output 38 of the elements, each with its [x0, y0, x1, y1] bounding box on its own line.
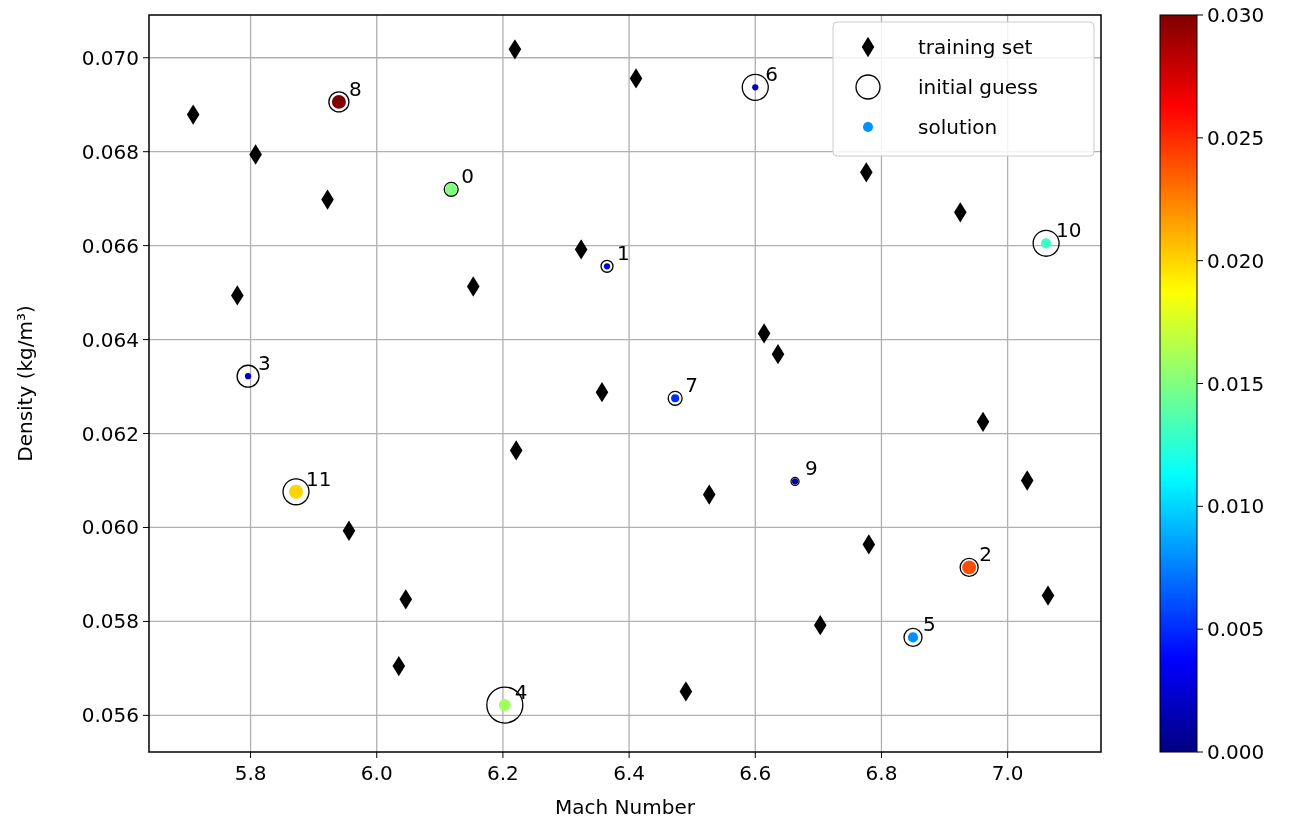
annotation: 8: [348, 76, 362, 101]
annotation: 11: [306, 466, 332, 491]
annotation: 7: [685, 373, 698, 398]
annotation: 3: [258, 351, 271, 376]
annotation: 5: [923, 612, 936, 637]
annotation: 0: [461, 164, 474, 189]
x-tick-label: 7.0: [991, 761, 1024, 785]
annotation: 6: [765, 62, 779, 87]
annotation: 4: [514, 680, 528, 705]
y-tick-label: 0.070: [81, 45, 139, 70]
x-tick-label: 6.4: [613, 761, 646, 785]
annotation: 2: [979, 542, 992, 567]
x-axis-title: Mach Number: [555, 795, 696, 819]
legend-label: solution: [918, 115, 998, 139]
y-axis-title: Density (kg/m³): [13, 305, 37, 462]
legend-label: training set: [918, 35, 1033, 59]
color-bar-label: 0.020: [1207, 248, 1265, 273]
y-tick-label: 0.064: [81, 327, 139, 352]
y-tick-label: 0.056: [81, 703, 139, 728]
x-tick-label: 6.0: [360, 761, 393, 785]
y-tick-label: 0.062: [81, 421, 139, 446]
y-tick-label: 0.058: [81, 609, 139, 634]
annotation: 9: [805, 456, 818, 481]
legend-label: initial guess: [918, 75, 1038, 99]
annotation: 10: [1056, 218, 1082, 243]
color-bar-label: 0.015: [1207, 371, 1265, 396]
color-bar-label: 0.000: [1207, 740, 1265, 764]
color-bar-label: 0.010: [1207, 494, 1265, 519]
color-bar-label: 0.025: [1207, 125, 1265, 150]
x-tick-label: 5.8: [234, 761, 267, 785]
color-bar-label: 0.005: [1207, 617, 1265, 642]
x-tick-label: 6.8: [865, 761, 898, 785]
annotation: 1: [617, 241, 630, 266]
y-tick-label: 0.060: [81, 515, 139, 540]
y-tick-label: 0.066: [81, 233, 139, 258]
y-tick-label: 0.068: [81, 139, 139, 164]
x-tick-label: 6.6: [739, 761, 772, 785]
x-tick-label: 6.2: [487, 761, 519, 785]
